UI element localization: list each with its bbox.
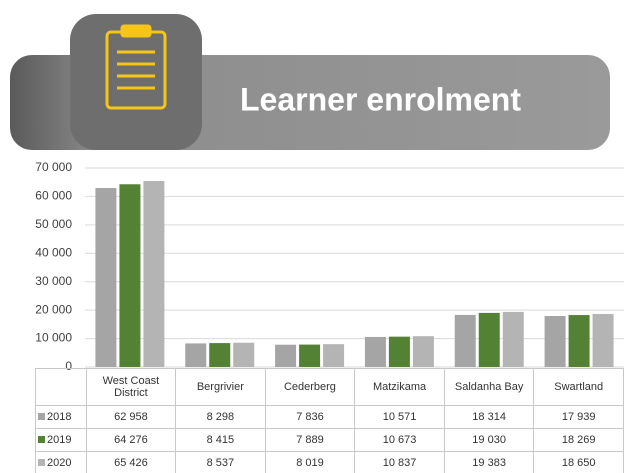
bar bbox=[143, 181, 165, 367]
value-cell: 8 415 bbox=[175, 428, 266, 452]
bar bbox=[544, 316, 566, 367]
value-cell: 18 269 bbox=[533, 428, 624, 452]
bar bbox=[478, 312, 500, 367]
legend-label: 2018 bbox=[47, 411, 72, 423]
bar bbox=[364, 336, 386, 367]
value-cell: 8 537 bbox=[175, 451, 266, 473]
value-cell: 10 673 bbox=[354, 428, 445, 452]
value-cell: 8 298 bbox=[175, 405, 266, 429]
y-tick-label: 0 bbox=[65, 359, 72, 373]
category-label: Saldanha Bay bbox=[443, 368, 535, 406]
table-header-row: West Coast District Bergrivier Cederberg Ma… bbox=[35, 368, 624, 406]
category-label: Bergrivier bbox=[175, 368, 266, 406]
row-label-cell: 2020 bbox=[35, 451, 87, 473]
title: Learner enrolment bbox=[240, 81, 521, 117]
category-label: Cederberg bbox=[264, 368, 356, 406]
clipboard-icon bbox=[105, 24, 167, 110]
bar bbox=[412, 336, 434, 367]
bar bbox=[502, 311, 524, 367]
icon-tab bbox=[70, 14, 202, 150]
table-row: 2019 64 276 8 415 7 889 10 673 19 030 18 269 bbox=[35, 428, 624, 452]
row-label-cell: 2018 bbox=[35, 405, 87, 429]
category-label: Matzikama bbox=[354, 368, 445, 406]
value-cell: 10 837 bbox=[354, 451, 445, 473]
y-tick-label: 70 000 bbox=[35, 160, 72, 174]
value-cell: 10 571 bbox=[354, 405, 445, 429]
value-cell: 65 426 bbox=[85, 451, 177, 473]
y-tick-label: 60 000 bbox=[35, 189, 72, 203]
legend-swatch bbox=[38, 436, 45, 443]
legend-label: 2019 bbox=[47, 434, 72, 446]
category-label: Swartland bbox=[533, 368, 624, 406]
table-row: 2018 62 958 8 298 7 836 10 571 18 314 17 939 bbox=[35, 405, 624, 429]
legend-swatch bbox=[38, 459, 45, 466]
bar bbox=[209, 343, 231, 367]
bar bbox=[323, 344, 345, 367]
value-cell: 19 030 bbox=[443, 428, 535, 452]
corner-cell bbox=[35, 368, 87, 406]
y-tick-label: 30 000 bbox=[35, 274, 72, 288]
table-row: 2020 65 426 8 537 8 019 10 837 19 383 18 650 bbox=[35, 451, 624, 473]
value-cell: 62 958 bbox=[85, 405, 177, 429]
bar bbox=[568, 315, 590, 367]
category-label: West Coast District bbox=[85, 368, 177, 406]
value-cell: 7 889 bbox=[264, 428, 356, 452]
value-cell: 18 650 bbox=[533, 451, 624, 473]
bar bbox=[299, 344, 321, 367]
y-tick-label: 20 000 bbox=[35, 302, 72, 316]
value-cell: 17 939 bbox=[533, 405, 624, 429]
value-cell: 8 019 bbox=[264, 451, 356, 473]
bar bbox=[454, 314, 476, 367]
bar bbox=[592, 313, 614, 367]
bar bbox=[119, 184, 141, 367]
y-tick-label: 10 000 bbox=[35, 331, 72, 345]
value-cell: 18 314 bbox=[443, 405, 535, 429]
bar bbox=[233, 342, 255, 367]
bar bbox=[388, 336, 410, 367]
bar bbox=[95, 188, 117, 367]
value-cell: 7 836 bbox=[264, 405, 356, 429]
y-tick-label: 40 000 bbox=[35, 245, 72, 259]
value-cell: 64 276 bbox=[85, 428, 177, 452]
value-cell: 19 383 bbox=[443, 451, 535, 473]
bar bbox=[185, 343, 207, 367]
bar bbox=[275, 344, 297, 367]
legend-swatch bbox=[38, 413, 45, 420]
row-label-cell: 2019 bbox=[35, 428, 87, 452]
data-table: West Coast District Bergrivier Cederberg Ma… bbox=[35, 368, 624, 473]
y-tick-label: 50 000 bbox=[35, 217, 72, 231]
legend-label: 2020 bbox=[47, 457, 72, 469]
